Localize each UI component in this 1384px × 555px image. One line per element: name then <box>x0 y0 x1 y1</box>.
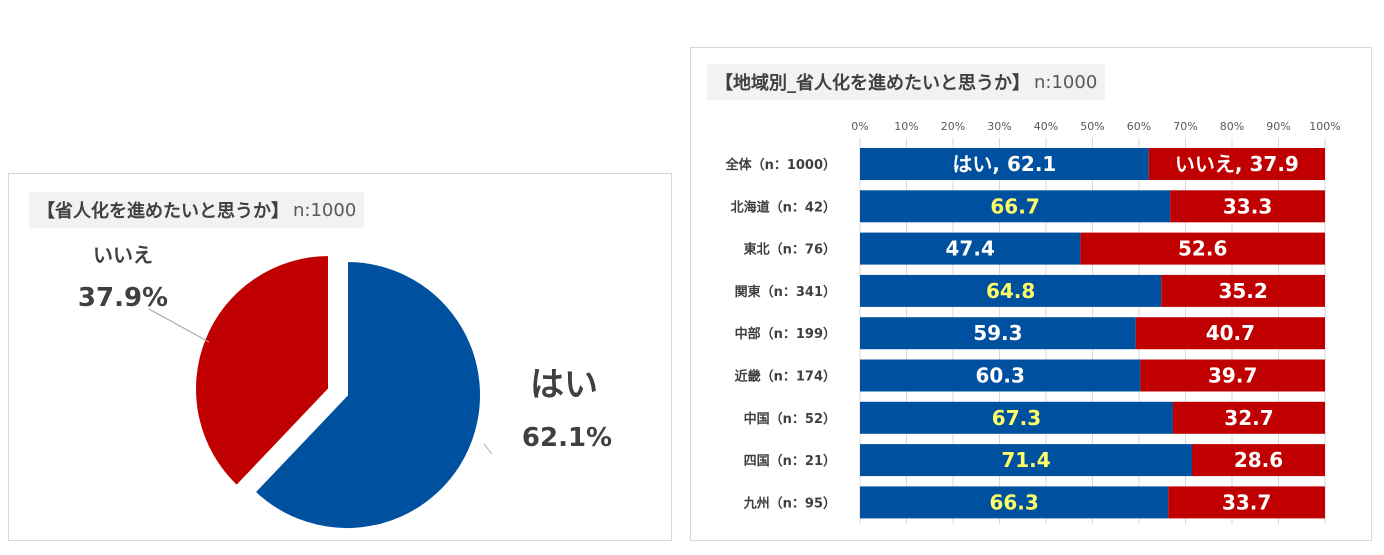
data-label-yes: 67.3 <box>992 406 1041 430</box>
data-label-no: 39.7 <box>1208 364 1257 388</box>
data-label-no: 52.6 <box>1178 237 1227 261</box>
data-label-yes: はい, 62.1 <box>952 152 1056 176</box>
pie-title-n: n:1000 <box>293 199 357 221</box>
bar-segment-no <box>1161 274 1325 307</box>
data-label-no: 35.2 <box>1218 279 1267 303</box>
pie-value-no: 37.9% <box>78 283 168 313</box>
category-label: 中国（n：52） <box>744 411 836 427</box>
x-tick-label: 60% <box>1127 120 1151 133</box>
bar-segment-no <box>1140 359 1325 392</box>
pie-value-yes: 62.1% <box>522 423 612 453</box>
pie-title-text: 【省人化を進めたいと思うか】 <box>37 201 289 222</box>
x-tick-label: 0% <box>851 120 868 133</box>
x-tick-label: 50% <box>1080 120 1104 133</box>
leader-line-yes <box>483 443 493 455</box>
data-label-yes: 64.8 <box>986 279 1035 303</box>
pie-label-no: いいえ <box>93 243 153 267</box>
x-tick-label: 40% <box>1034 120 1058 133</box>
pie-chart-title: 【省人化を進めたいと思うか】 n:1000 <box>29 192 365 228</box>
category-label: 関東（n：341） <box>735 284 836 300</box>
pie-chart-panel: 【省人化を進めたいと思うか】 n:1000 はい 62.1% いいえ 37.9% <box>8 173 672 541</box>
x-tick-label: 10% <box>894 120 918 133</box>
category-label: 全体（n：1000） <box>725 157 836 173</box>
data-label-no: 33.3 <box>1223 194 1272 218</box>
data-label-no: 32.7 <box>1224 406 1273 430</box>
bar-segment-yes <box>860 148 1149 180</box>
data-label-no: 28.6 <box>1234 448 1283 472</box>
bar-segment-yes <box>860 486 1169 519</box>
bar-title-text: 【地域別_省人化を進めたいと思うか】 <box>715 73 1030 94</box>
x-tick-label: 90% <box>1266 120 1290 133</box>
category-label: 中部（n：199） <box>735 326 836 342</box>
category-label: 近畿（n：174） <box>735 369 836 385</box>
stacked-bar-chart: 0% 10% 20% 30% 40% 50% 60% 70% 80% 90% 100% 全体（n：10… <box>725 120 1341 524</box>
category-label: 北海道（n：42） <box>731 199 836 215</box>
bar-segment-yes <box>860 232 1081 265</box>
category-label: 九州（n：95） <box>743 495 836 511</box>
bar-segment-no <box>1172 401 1325 434</box>
bar-title-n: n:1000 <box>1034 71 1098 93</box>
category-label: 四国（n：21） <box>744 453 836 469</box>
x-tick-label: 100% <box>1309 120 1340 133</box>
bar-chart-panel: 【地域別_省人化を進めたいと思うか】 n:1000 0% 10% 20% 30% 40%… <box>690 47 1372 541</box>
data-label-no: いいえ, 37.9 <box>1175 152 1299 176</box>
data-label-yes: 66.3 <box>989 490 1038 514</box>
x-tick-label: 80% <box>1220 120 1244 133</box>
data-label-yes: 71.4 <box>1001 448 1050 472</box>
bar-segment-no <box>1170 190 1325 223</box>
bar-segment-no <box>1135 317 1325 350</box>
bar-segment-yes <box>860 274 1162 307</box>
x-tick-label: 70% <box>1173 120 1197 133</box>
bar-segment-no <box>1168 486 1325 519</box>
pie-label-yes: はい <box>530 365 598 405</box>
bar-segment-yes <box>860 401 1173 434</box>
data-label-yes: 47.4 <box>946 237 995 261</box>
bar-segment-yes <box>860 317 1136 350</box>
data-label-yes: 66.7 <box>990 194 1039 218</box>
pie-chart: はい 62.1% いいえ 37.9% <box>78 243 612 530</box>
x-tick-label: 30% <box>987 120 1011 133</box>
bar-segment-no <box>1080 232 1325 265</box>
bar-segment-yes <box>860 190 1171 223</box>
data-label-yes: 60.3 <box>976 364 1025 388</box>
bar-segment-no <box>1148 148 1325 180</box>
data-label-no: 33.7 <box>1222 490 1271 514</box>
bar-chart-title: 【地域別_省人化を進めたいと思うか】 n:1000 <box>707 64 1106 100</box>
bar-segment-yes <box>860 444 1193 477</box>
data-label-no: 40.7 <box>1206 321 1255 345</box>
category-label: 東北（n：76） <box>744 242 836 258</box>
leader-line-no <box>148 308 210 343</box>
pie-slice-yes <box>253 259 482 530</box>
bar-segment-no <box>1192 444 1325 477</box>
data-label-yes: 59.3 <box>973 321 1022 345</box>
x-tick-label: 20% <box>941 120 965 133</box>
bar-segment-yes <box>860 359 1141 392</box>
